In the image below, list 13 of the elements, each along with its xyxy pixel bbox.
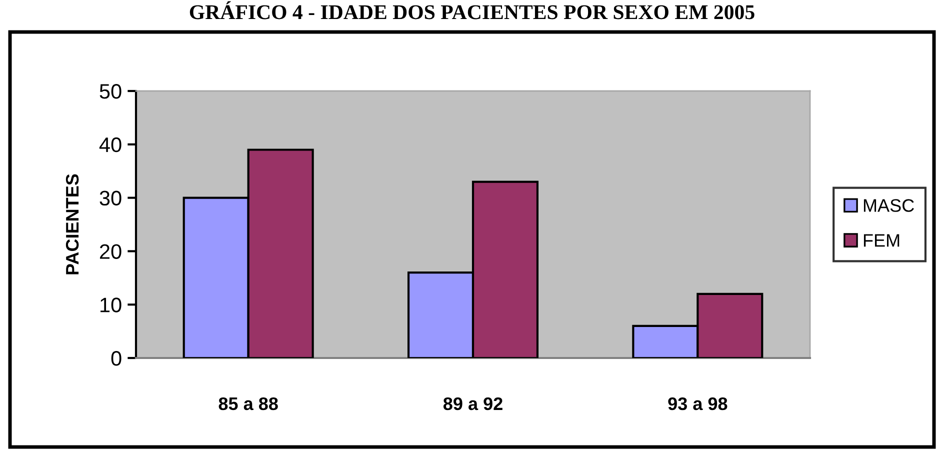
chart-title: GRÁFICO 4 - IDADE DOS PACIENTES POR SEXO EM 2005 (190, 1, 754, 20)
y-tick-label: 30 (100, 190, 122, 206)
x-tick-label: 93 a 98 (668, 397, 728, 410)
legend-label: MASC (864, 199, 914, 212)
legend-label: FEM (864, 234, 900, 247)
y-tick-label: 40 (99, 137, 122, 152)
y-tick-label: 0 (111, 351, 122, 366)
y-tick-label: 20 (100, 244, 122, 259)
y-axis-title: PACIENTES (66, 174, 79, 274)
x-tick-label: 89 a 92 (443, 397, 502, 410)
x-tick-label: 85 a 88 (218, 397, 278, 410)
y-tick-label: 10 (100, 298, 122, 312)
y-tick-label: 50 (100, 84, 122, 99)
